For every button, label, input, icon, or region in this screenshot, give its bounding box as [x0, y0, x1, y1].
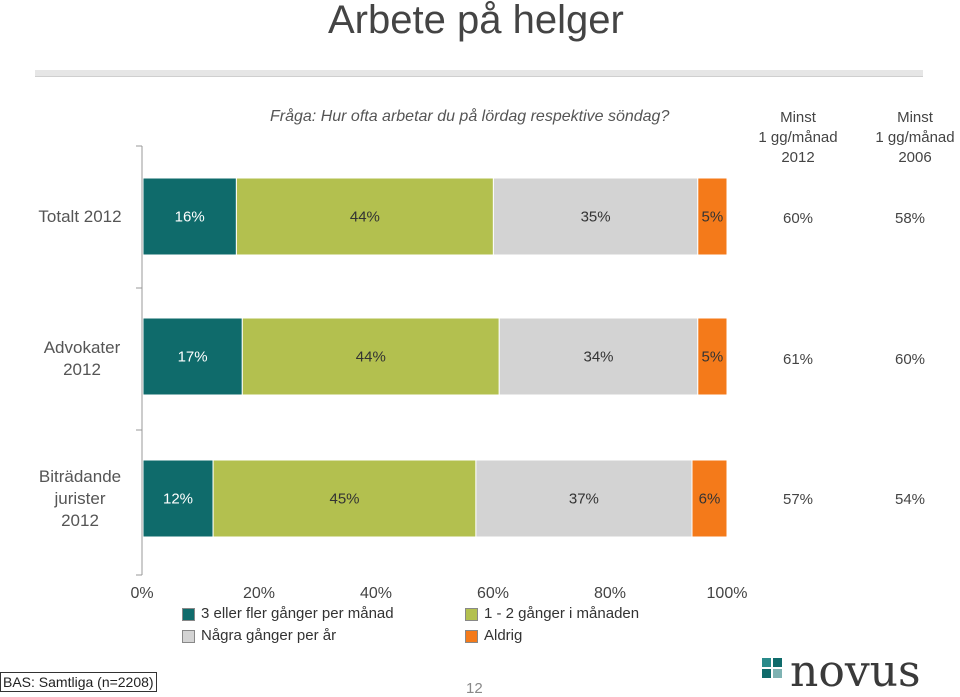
- novus-logo-text: novus: [790, 650, 921, 692]
- x-tick-100: 100%: [706, 585, 748, 602]
- base-footnote: BAS: Samtliga (n=2208): [0, 672, 157, 692]
- legend-label: 3 eller fler gånger per månad: [201, 605, 394, 622]
- column-header-2012: Minst 1 gg/månad 2012: [748, 108, 848, 168]
- row-label-advokater-line1: Advokater: [43, 338, 121, 357]
- legend-item-aldrig: Aldrig: [465, 627, 522, 644]
- bar-segment-label: 34%: [583, 349, 613, 366]
- legend-swatch-teal: [182, 607, 195, 621]
- legend-swatch-orange: [465, 629, 478, 643]
- row-label-bitradande-line2: jurister: [54, 489, 106, 508]
- bar-segment: [241, 317, 500, 396]
- bar-segment: [697, 177, 728, 256]
- title-divider: [35, 70, 923, 77]
- bar-segment-labels: 16% 44% 35% 5% 17% 44% 34% 5% 12% 45% 37% 6%: [163, 209, 723, 508]
- summary-advokater-2012: 61%: [782, 351, 814, 368]
- row-label-totalt: Totalt 2012: [20, 206, 140, 228]
- x-tick-60: 60%: [476, 585, 510, 602]
- bar-segment-label: 37%: [569, 491, 599, 508]
- column-header-2012-line3: 2012: [781, 149, 815, 166]
- row-label-advokater: Advokater 2012: [22, 337, 142, 381]
- novus-logo: novus: [760, 646, 956, 697]
- summary-bitradande-2012: 57%: [782, 491, 814, 508]
- legend-item-1-2: 1 - 2 gånger i månaden: [465, 605, 639, 622]
- summary-advokater-2006: 60%: [894, 351, 926, 368]
- legend-label: Några gånger per år: [201, 627, 337, 644]
- x-tick-40: 40%: [359, 585, 393, 602]
- bar-segment-label: 44%: [356, 349, 386, 366]
- bar-segment-label: 17%: [178, 349, 208, 366]
- bar-segment: [212, 459, 477, 538]
- summary-bitradande-2006: 54%: [894, 491, 926, 508]
- bar-segment-label: 35%: [581, 209, 611, 226]
- column-header-2006-line3: 2006: [898, 149, 932, 166]
- bar-segment: [697, 317, 728, 396]
- x-tick-80: 80%: [593, 585, 627, 602]
- summary-totalt-2012: 60%: [782, 210, 814, 227]
- page-number: 12: [466, 680, 483, 697]
- legend-swatch-gray: [182, 629, 195, 643]
- bar-segment: [142, 459, 214, 538]
- legend-label: Aldrig: [484, 627, 523, 644]
- bar-segment: [142, 317, 243, 396]
- row-label-advokater-line2: 2012: [63, 360, 101, 379]
- legend-label: 1 - 2 gånger i månaden: [484, 605, 640, 622]
- x-tick-20: 20%: [242, 585, 276, 602]
- bar-segment: [235, 177, 494, 256]
- legend-item-3-or-more: 3 eller fler gånger per månad: [182, 605, 394, 622]
- bar-segment: [142, 177, 237, 256]
- x-tick-0: 0%: [130, 585, 154, 602]
- bar-segment: [475, 459, 693, 538]
- bar-segment-label: 5%: [702, 209, 724, 226]
- bar-segment-label: 16%: [175, 209, 205, 226]
- row-label-bitradande-line3: 2012: [61, 511, 99, 530]
- novus-logo-graphic: novus: [762, 646, 921, 697]
- column-header-2006-line1: Minst: [897, 109, 933, 126]
- bar-segment-label: 45%: [329, 491, 359, 508]
- bar-segment-label: 5%: [702, 349, 724, 366]
- legend-swatch-green: [465, 607, 478, 621]
- legend-item-nagra: Några gånger per år: [182, 627, 336, 644]
- bar-segments: [142, 177, 728, 538]
- column-header-2006-line2: 1 gg/månad: [875, 129, 955, 146]
- bar-segment: [498, 317, 699, 396]
- row-label-bitradande-line1: Biträdande: [38, 467, 122, 486]
- row-label-bitradande: Biträdande jurister 2012: [20, 466, 140, 532]
- bar-segment-label: 44%: [350, 209, 380, 226]
- summary-totalt-2006: 58%: [894, 210, 926, 227]
- bar-segment-label: 6%: [699, 491, 721, 508]
- question-text: Fråga: Hur ofta arbetar du på lördag res…: [270, 108, 670, 125]
- row-label-totalt-line1: Totalt 2012: [38, 207, 122, 226]
- bar-segment-label: 12%: [163, 491, 193, 508]
- slide-title: Arbete på helger: [328, 0, 624, 42]
- column-header-2006: Minst 1 gg/månad 2006: [865, 108, 960, 168]
- column-header-2012-line1: Minst: [780, 109, 816, 126]
- column-header-2012-line2: 1 gg/månad: [758, 129, 838, 146]
- bar-segment: [691, 459, 728, 538]
- bar-segment: [492, 177, 699, 256]
